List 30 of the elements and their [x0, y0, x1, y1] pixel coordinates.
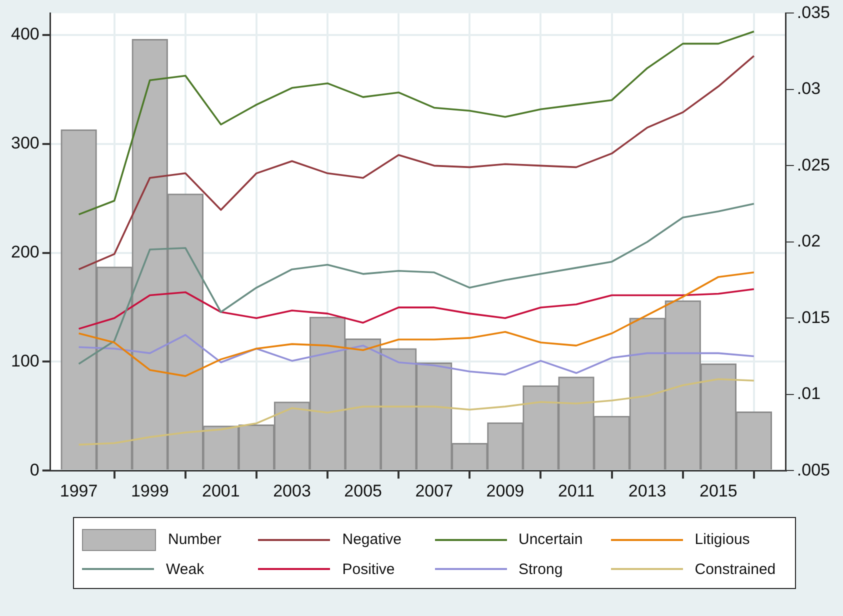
x-tick-label: 2015: [699, 481, 738, 500]
x-tick-label: 1997: [60, 481, 98, 500]
y-tick-label: 100: [10, 351, 40, 370]
x-tick-label: 2013: [628, 481, 666, 500]
x-tick-label: 2005: [344, 481, 382, 500]
legend-label: Positive: [342, 560, 395, 578]
legend-label: Uncertain: [518, 531, 583, 548]
x-tick-label: 2009: [486, 481, 524, 500]
x-tick-label: 1999: [130, 481, 169, 500]
y2-tick-label: .025: [796, 155, 830, 174]
x-tick-label: 2007: [415, 481, 454, 500]
y-tick-label: 400: [10, 24, 40, 44]
legend-label: Litigious: [694, 531, 750, 548]
legend-label: Negative: [342, 531, 402, 548]
legend-label: Constrained: [694, 560, 776, 578]
x-tick-label: 2011: [558, 481, 595, 500]
y2-tick-label: .03: [796, 79, 821, 98]
y2-tick-label: .035: [796, 2, 830, 22]
y2-tick-label: .02: [796, 232, 821, 251]
y2-tick-label: .005: [796, 460, 830, 480]
y-tick-label: 0: [30, 460, 40, 480]
legend-label: Number: [168, 531, 222, 548]
y2-tick-label: .01: [796, 384, 821, 404]
x-tick-label: 2001: [202, 481, 240, 500]
y2-tick-label: .015: [796, 308, 830, 327]
y-tick-label: 300: [10, 134, 40, 153]
legend-label: Strong: [518, 560, 563, 578]
legend-label: Weak: [166, 560, 204, 578]
x-tick-label: 2003: [273, 481, 311, 500]
y-tick-label: 200: [10, 242, 40, 262]
